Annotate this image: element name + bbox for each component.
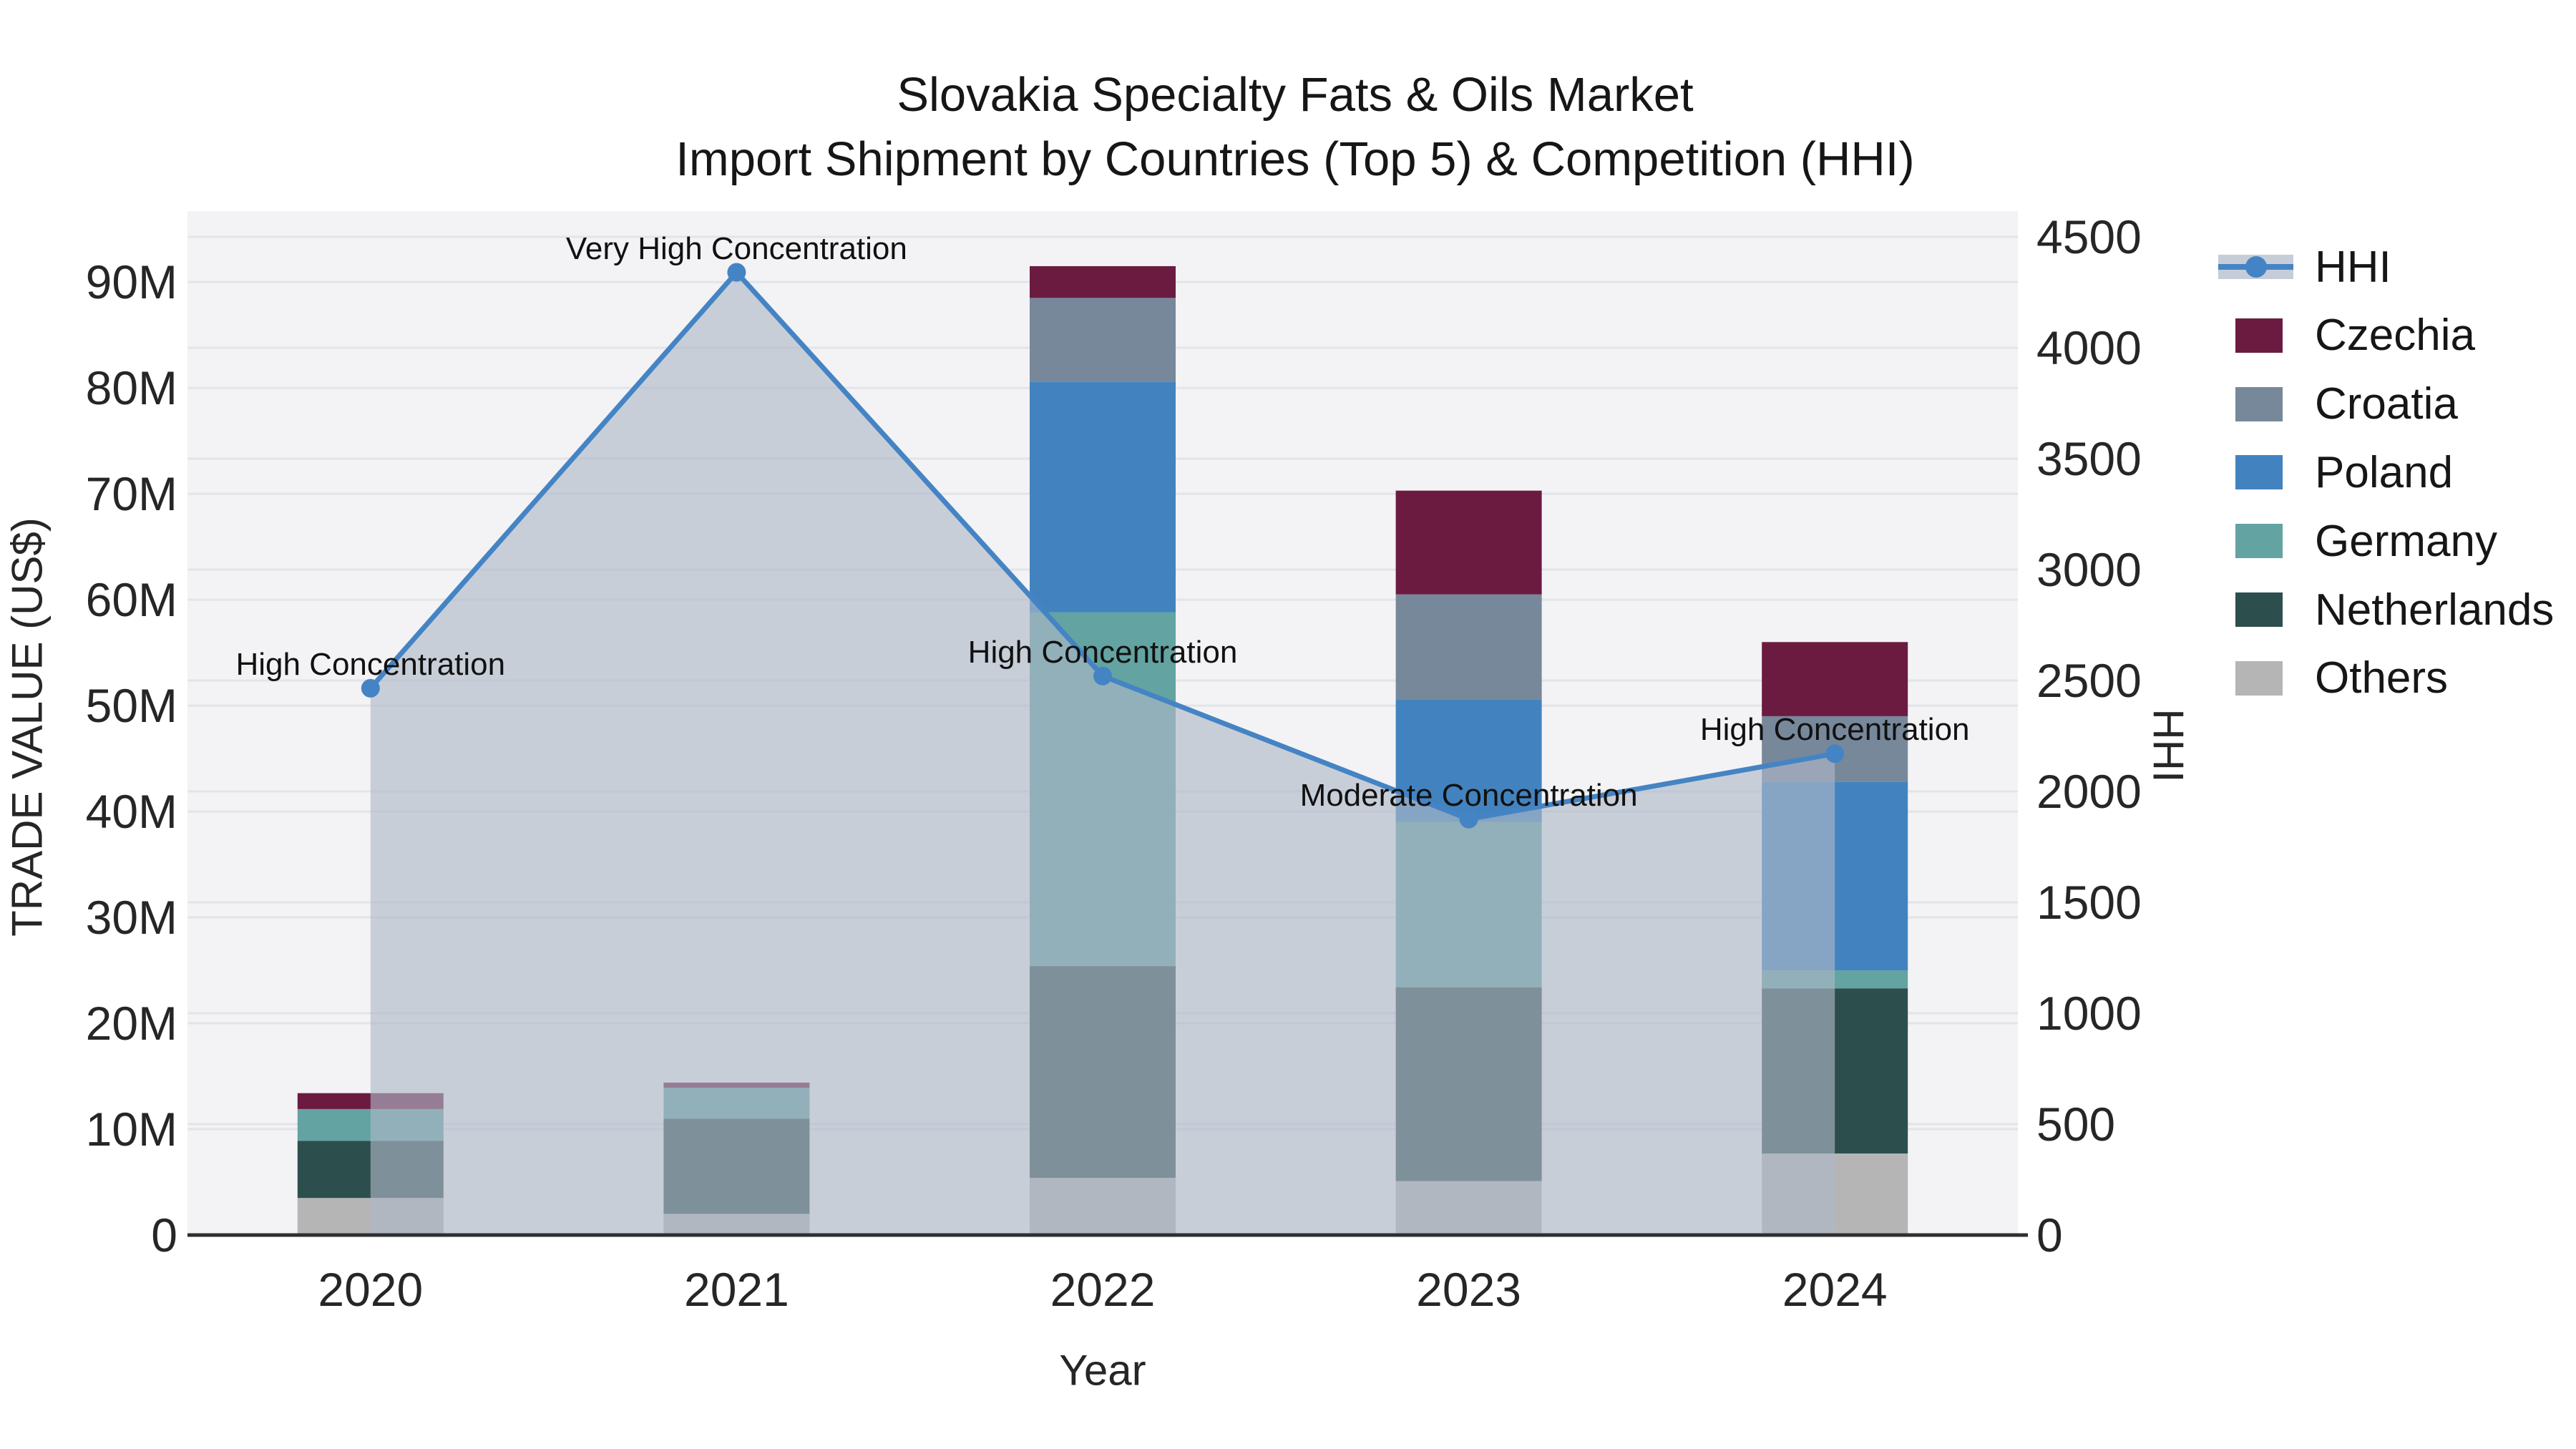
hhi-annotation-2022: High Concentration bbox=[967, 634, 1238, 670]
chart-title-line2: Import Shipment by Countries (Top 5) & C… bbox=[675, 132, 1915, 186]
y-left-tick-label: 80M bbox=[86, 361, 177, 414]
y-left-tick-label: 70M bbox=[86, 467, 177, 520]
legend-item-poland[interactable]: Poland bbox=[2211, 438, 2453, 507]
hhi-marker-2021 bbox=[727, 263, 746, 282]
x-tick-label: 2020 bbox=[318, 1263, 423, 1316]
hhi-area-fill bbox=[370, 272, 1835, 1235]
y-left-tick-label: 0 bbox=[151, 1209, 177, 1262]
y-left-tick-label: 50M bbox=[86, 679, 177, 732]
y-right-tick-label: 1000 bbox=[2036, 987, 2142, 1040]
y-right-tick-label: 2000 bbox=[2036, 765, 2142, 818]
legend-label: HHI bbox=[2315, 242, 2391, 292]
hhi-marker-2024 bbox=[1825, 744, 1845, 763]
hhi-line-sample-icon bbox=[2218, 255, 2293, 279]
y-right-tick-label: 2500 bbox=[2036, 654, 2142, 707]
left-axis-title: TRADE VALUE (US$) bbox=[3, 517, 52, 937]
y-right-tick-label: 500 bbox=[2036, 1098, 2115, 1151]
legend-item-germany[interactable]: Germany bbox=[2211, 507, 2497, 575]
legend-label: Czechia bbox=[2315, 311, 2475, 361]
legend-item-czechia[interactable]: Czechia bbox=[2211, 301, 2475, 370]
x-tick-label: 2021 bbox=[684, 1263, 789, 1316]
y-left-tick-label: 10M bbox=[86, 1103, 177, 1156]
y-left-tick-label: 40M bbox=[86, 785, 177, 838]
legend-swatch-others bbox=[2235, 660, 2283, 696]
bar-segment-croatia-2023 bbox=[1395, 594, 1542, 700]
y-right-tick-label: 4000 bbox=[2036, 321, 2142, 374]
right-axis-title: HHI bbox=[2144, 708, 2192, 783]
y-left-tick-label: 60M bbox=[86, 573, 177, 626]
hhi-marker-2023 bbox=[1459, 809, 1478, 829]
y-left-tick-label: 30M bbox=[86, 891, 177, 944]
hhi-marker-2020 bbox=[361, 678, 380, 698]
legend-label: Germany bbox=[2315, 516, 2497, 566]
hhi-annotation-2020: High Concentration bbox=[235, 646, 506, 682]
x-axis-title: Year bbox=[1059, 1346, 1146, 1395]
bar-segment-czechia-2024 bbox=[1762, 642, 1908, 716]
y-right-tick-label: 3500 bbox=[2036, 432, 2142, 485]
bar-segment-poland-2022 bbox=[1030, 381, 1176, 613]
x-tick-label: 2022 bbox=[1050, 1263, 1156, 1316]
bar-segment-croatia-2022 bbox=[1030, 298, 1176, 382]
legend-label: Others bbox=[2315, 653, 2449, 703]
legend-item-croatia[interactable]: Croatia bbox=[2211, 370, 2458, 439]
legend-label: Croatia bbox=[2315, 379, 2458, 429]
y-right-tick-label: 0 bbox=[2036, 1209, 2063, 1262]
y-right-tick-label: 1500 bbox=[2036, 876, 2142, 929]
legend-item-hhi[interactable]: HHI bbox=[2211, 233, 2391, 301]
x-tick-label: 2023 bbox=[1416, 1263, 1521, 1316]
hhi-annotation-2021: Very High Concentration bbox=[565, 230, 907, 266]
hhi-annotation-2023: Moderate Concentration bbox=[1299, 777, 1638, 813]
hhi-marker-2022 bbox=[1093, 666, 1112, 686]
chart-title-line1: Slovakia Specialty Fats & Oils Market bbox=[897, 68, 1694, 122]
legend-item-netherlands[interactable]: Netherlands bbox=[2211, 575, 2554, 644]
y-right-tick-label: 4500 bbox=[2036, 210, 2142, 263]
legend-swatch-poland bbox=[2235, 455, 2283, 490]
x-tick-label: 2024 bbox=[1782, 1263, 1888, 1316]
legend-swatch-czechia bbox=[2235, 318, 2283, 353]
legend-item-others[interactable]: Others bbox=[2211, 644, 2448, 713]
legend-swatch-germany bbox=[2235, 524, 2283, 559]
legend-label: Poland bbox=[2315, 447, 2454, 497]
hhi-annotation-2024: High Concentration bbox=[1699, 712, 1970, 748]
legend-label: Netherlands bbox=[2315, 585, 2555, 635]
bar-segment-czechia-2022 bbox=[1030, 265, 1176, 298]
bar-segment-czechia-2023 bbox=[1395, 490, 1542, 595]
legend-swatch-netherlands bbox=[2235, 592, 2283, 627]
legend-swatch-croatia bbox=[2235, 386, 2283, 421]
y-left-tick-label: 20M bbox=[86, 997, 177, 1050]
chart-title: Slovakia Specialty Fats & Oils Market Im… bbox=[0, 63, 2576, 192]
y-right-tick-label: 3000 bbox=[2036, 543, 2142, 596]
y-left-tick-label: 90M bbox=[86, 255, 177, 308]
